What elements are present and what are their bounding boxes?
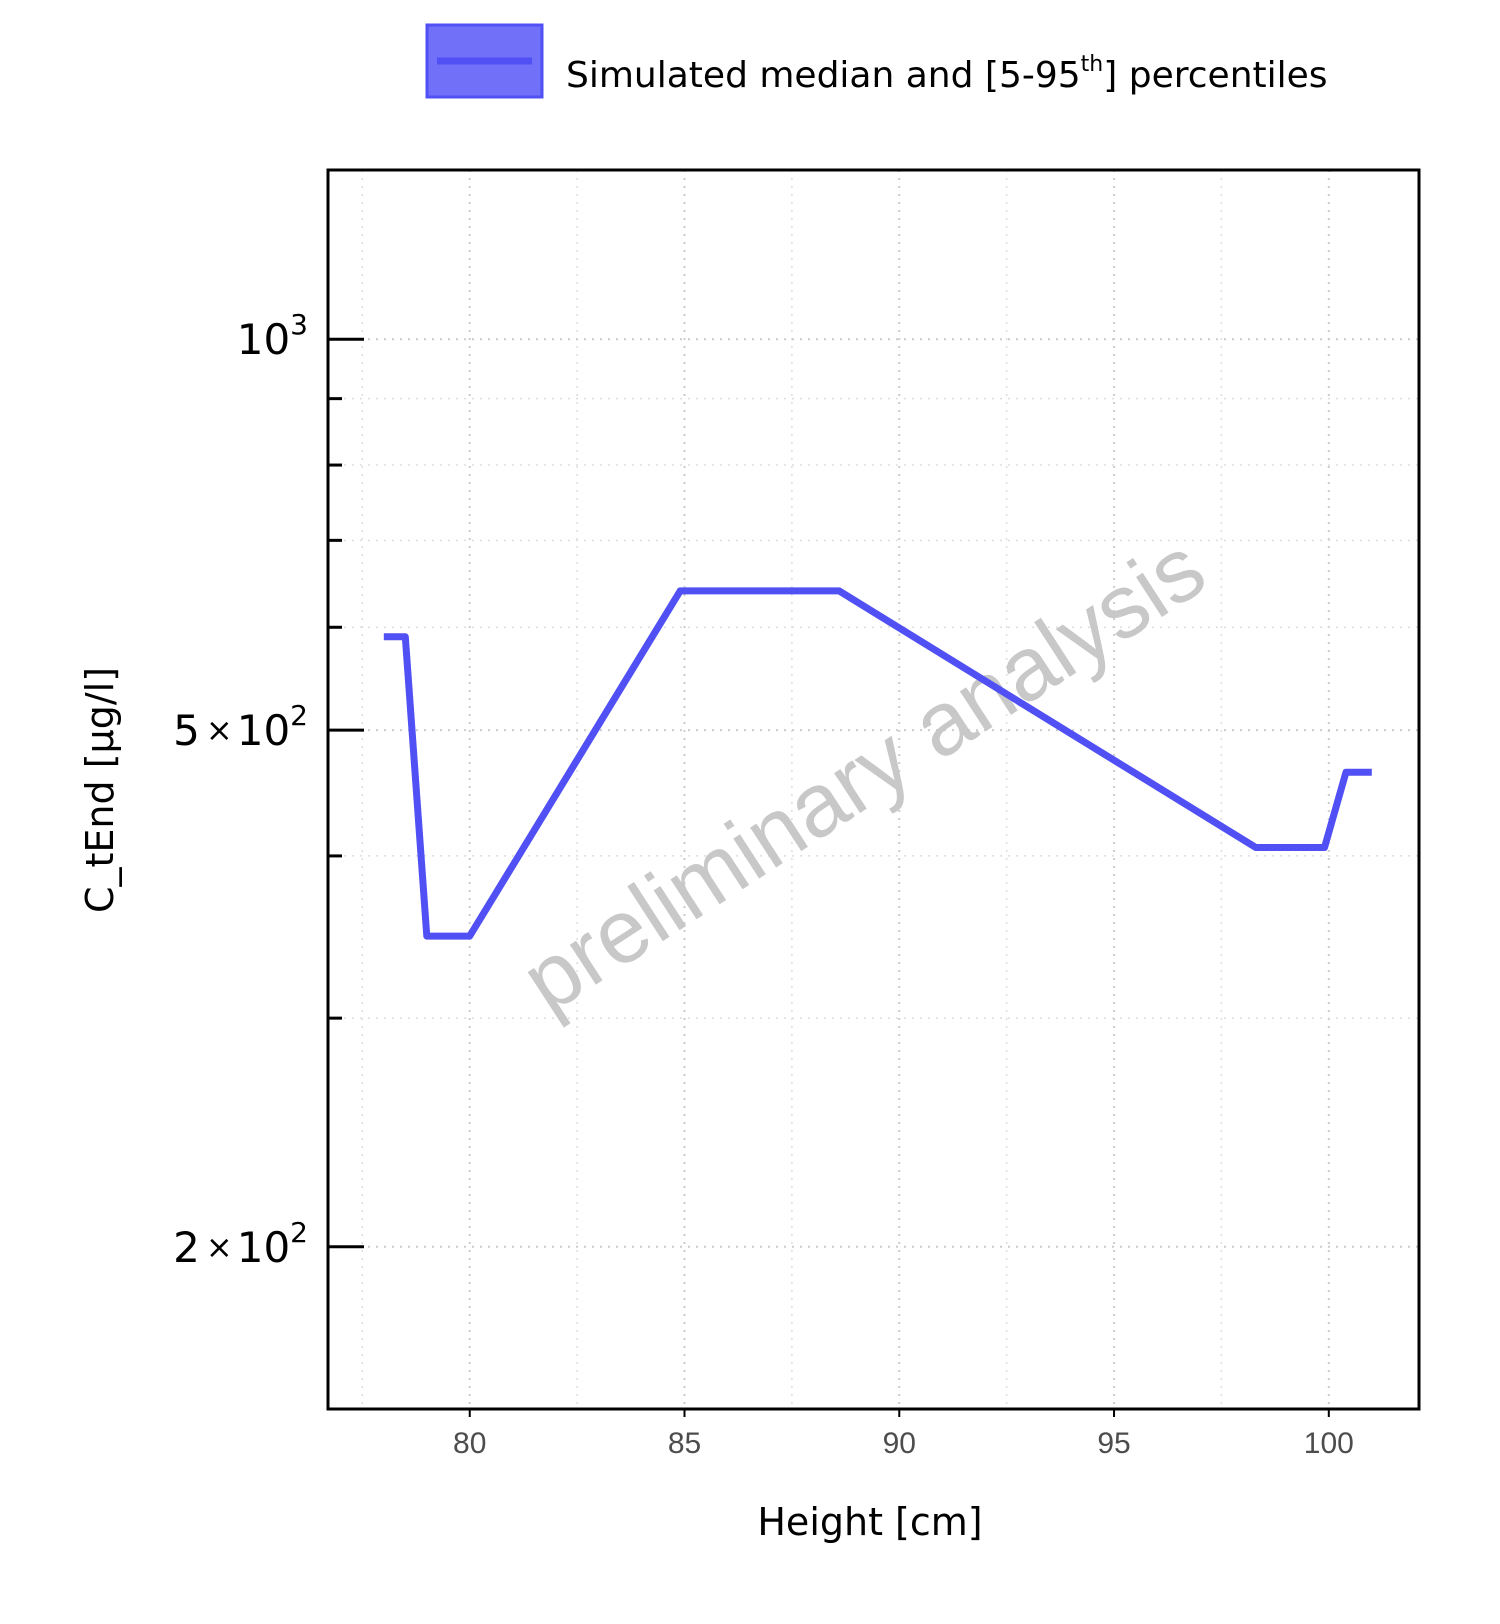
x-axis: 80 85 90 95 100 [453, 1409, 1354, 1460]
x-tick-label: 95 [1097, 1427, 1130, 1460]
y-tick-label: 2 ×102 [173, 1216, 308, 1272]
x-tick-label: 85 [668, 1427, 701, 1460]
y-tick-label: 5 ×102 [173, 699, 308, 755]
y-axis: 2 ×102 5 ×102 103 [173, 308, 364, 1272]
legend: Simulated median and [5-95th] percentile… [425, 23, 1328, 99]
x-tick-label: 90 [883, 1427, 916, 1460]
series-layer [383, 587, 1372, 940]
legend-label-superscript: th [1081, 52, 1104, 77]
plot-frame [326, 168, 1421, 1411]
gridlines [328, 170, 1419, 1409]
legend-label-main: Simulated median and [5-95 [566, 55, 1081, 96]
y-axis-title: C_tEnd [µg/l] [78, 667, 122, 913]
x-tick-label: 80 [453, 1427, 486, 1460]
y-tick-label: 103 [237, 308, 308, 364]
legend-label-end: ] percentiles [1103, 55, 1327, 96]
x-axis-title: Height [cm] [757, 1500, 982, 1544]
series-line [383, 587, 1372, 940]
x-tick-label: 100 [1304, 1427, 1354, 1460]
legend-label: Simulated median and [5-95th] percentile… [566, 52, 1328, 96]
